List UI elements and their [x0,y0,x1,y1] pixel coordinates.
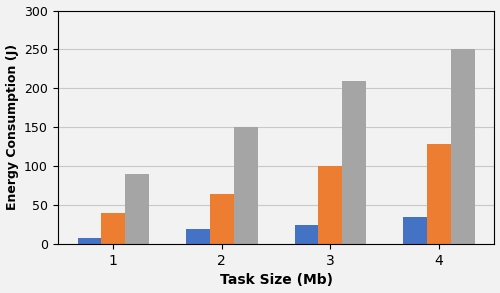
Bar [78,238,102,244]
X-axis label: Task Size (Mb): Task Size (Mb) [220,273,332,287]
Bar [342,81,366,244]
Bar [318,166,342,244]
Y-axis label: Energy Consumption (J): Energy Consumption (J) [6,44,18,210]
Bar [427,144,450,244]
Bar [450,50,474,244]
Bar [234,127,258,244]
Bar [126,174,149,244]
Bar [102,213,126,244]
Bar [186,229,210,244]
Bar [294,226,318,244]
Bar [210,194,234,244]
Bar [403,217,427,244]
